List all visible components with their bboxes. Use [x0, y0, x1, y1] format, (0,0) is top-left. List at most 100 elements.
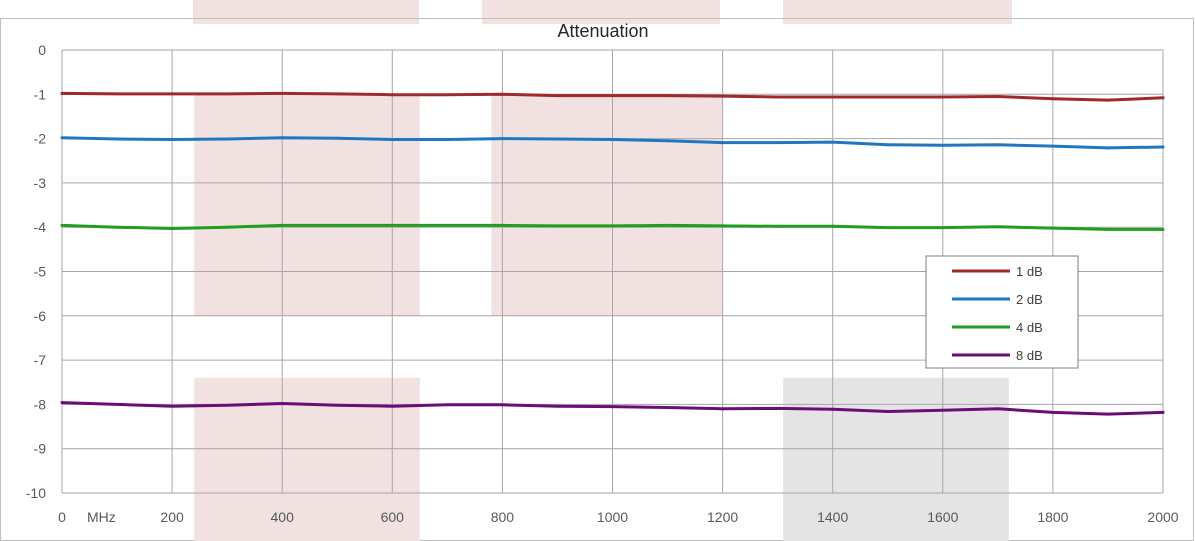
- data-point: [996, 407, 1000, 411]
- data-point: [556, 94, 559, 98]
- data-point: [666, 139, 669, 143]
- data-point: [1051, 226, 1055, 230]
- data-point: [60, 136, 64, 140]
- data-point: [225, 403, 229, 407]
- data-point: [1051, 144, 1055, 148]
- data-point: [445, 224, 449, 227]
- data-point: [831, 140, 835, 144]
- data-point: [886, 143, 890, 147]
- data-point: [1161, 228, 1165, 231]
- shaded-region: [783, 377, 1009, 541]
- data-point: [666, 406, 669, 409]
- x-tick-label: 2000: [1147, 509, 1178, 525]
- y-tick-label: -8: [34, 396, 47, 412]
- data-point: [721, 224, 724, 228]
- top-shade-strip: [783, 0, 1012, 24]
- data-point: [941, 226, 945, 230]
- data-point: [996, 225, 1000, 229]
- top-shade-strips: [193, 0, 1012, 24]
- data-point: [611, 94, 614, 98]
- data-point: [225, 92, 229, 96]
- x-tick-label: 800: [491, 509, 515, 525]
- tick-labels: 0 -1 -2 -3 -4 -5 -6 -7 -8 -9 -10 0 200 400 600 800 1000 1…: [26, 42, 1179, 525]
- data-point: [776, 406, 780, 410]
- legend-label: 8 dB: [1016, 348, 1043, 363]
- y-tick-label: -4: [34, 219, 47, 235]
- data-point: [335, 224, 339, 227]
- data-point: [886, 226, 890, 230]
- data-point: [721, 141, 724, 144]
- data-point: [335, 403, 339, 407]
- data-point: [115, 92, 119, 96]
- data-point: [1161, 410, 1165, 414]
- y-tick-label: -10: [26, 485, 46, 501]
- data-point: [556, 224, 559, 228]
- y-tick-label: -3: [34, 175, 47, 191]
- data-point: [501, 224, 504, 227]
- data-point: [170, 227, 174, 230]
- shaded-region: [194, 94, 420, 316]
- legend-items: 1 dB 2 dB 4 dB 8 dB: [952, 264, 1043, 363]
- top-shade-strip: [482, 0, 720, 24]
- data-point: [776, 224, 780, 228]
- data-point: [721, 407, 724, 411]
- x-tick-label: 1600: [927, 509, 958, 525]
- data-point: [335, 92, 339, 96]
- shaded-regions: [194, 94, 1009, 541]
- data-point: [941, 408, 945, 412]
- data-point: [390, 404, 394, 408]
- y-tick-label: 0: [38, 42, 46, 58]
- data-point: [115, 137, 119, 141]
- data-point: [941, 143, 945, 147]
- data-point: [280, 92, 284, 95]
- shaded-region: [491, 94, 723, 316]
- x-tick-label: 1000: [597, 509, 628, 525]
- x-tick-label: 200: [160, 509, 184, 525]
- data-point: [666, 224, 669, 227]
- data-point: [280, 402, 284, 405]
- x-tick-label: 1800: [1037, 509, 1068, 525]
- data-point: [390, 138, 394, 141]
- data-point: [115, 225, 119, 229]
- data-point: [445, 403, 449, 407]
- y-tick-label: -1: [34, 86, 47, 102]
- data-point: [445, 138, 449, 141]
- data-point: [390, 93, 394, 97]
- data-point: [170, 92, 174, 96]
- x-tick-label: 1200: [707, 509, 738, 525]
- data-point: [170, 138, 174, 141]
- data-point: [225, 137, 229, 141]
- data-point: [611, 405, 614, 409]
- data-point: [501, 92, 504, 96]
- data-point: [886, 410, 890, 413]
- data-point: [611, 224, 614, 228]
- data-point: [1106, 412, 1110, 416]
- legend-box: [925, 255, 1079, 369]
- x-tick-label: 400: [271, 509, 295, 525]
- x-tick-label: 1400: [817, 509, 848, 525]
- x-unit-label: MHz: [87, 509, 116, 525]
- data-point: [996, 95, 1000, 98]
- data-point: [60, 92, 64, 95]
- y-tick-label: -6: [34, 308, 47, 324]
- legend-label: 1 dB: [1016, 264, 1043, 279]
- data-point: [60, 401, 64, 405]
- x-tick-label: 600: [381, 509, 405, 525]
- y-tick-label: -9: [34, 441, 47, 457]
- data-point: [611, 138, 614, 141]
- data-point: [831, 407, 835, 411]
- data-point: [776, 141, 780, 144]
- data-point: [886, 95, 890, 99]
- x-tick-label: 0: [58, 509, 66, 525]
- data-point: [170, 404, 174, 408]
- data-point: [390, 224, 394, 227]
- data-point: [501, 137, 504, 141]
- legend-label: 2 dB: [1016, 292, 1043, 307]
- legend: 1 dB 2 dB 4 dB 8 dB: [925, 255, 1079, 369]
- data-point: [666, 94, 669, 98]
- data-point: [115, 403, 119, 406]
- data-point: [225, 225, 229, 229]
- y-tick-label: -5: [34, 264, 47, 280]
